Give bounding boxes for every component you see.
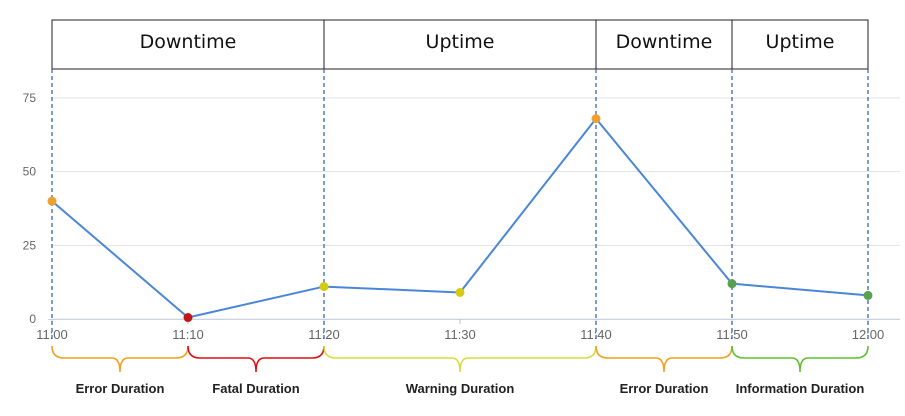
duration-brace xyxy=(51,345,189,373)
data-point xyxy=(591,114,601,124)
y-tick-label: 0 xyxy=(29,312,36,326)
x-tick-label: 11:30 xyxy=(444,327,476,342)
duration-label: Fatal Duration xyxy=(212,381,299,396)
duration-brace xyxy=(595,345,733,373)
series-path xyxy=(51,117,869,319)
x-tick-label: 11:40 xyxy=(580,327,612,342)
duration-brace xyxy=(187,345,325,373)
duration-label: Information Duration xyxy=(736,381,865,396)
data-point xyxy=(319,282,329,292)
header-cell xyxy=(731,19,869,70)
divider-lines xyxy=(51,69,869,341)
duration-brace xyxy=(323,345,597,373)
gridlines xyxy=(52,97,900,320)
x-tick-label: 11:50 xyxy=(716,327,748,342)
header-label: Uptime xyxy=(766,31,835,53)
status-header: Downtime Uptime Downtime Uptime xyxy=(51,19,869,70)
x-tick-label: 11:00 xyxy=(36,327,68,342)
header-label: Downtime xyxy=(140,31,237,53)
data-point xyxy=(183,313,193,323)
y-tick-label: 25 xyxy=(23,238,37,252)
header-cell xyxy=(51,19,325,70)
duration-bands: Error Duration Fatal Duration Warning Dura… xyxy=(51,345,869,396)
duration-brace xyxy=(731,345,869,373)
x-tick-label: 11:20 xyxy=(308,327,340,342)
y-axis: 0 25 50 75 xyxy=(23,91,37,326)
header-label: Downtime xyxy=(616,31,713,53)
series-line xyxy=(51,117,869,319)
duration-label: Warning Duration xyxy=(406,381,515,396)
data-point xyxy=(863,290,873,300)
data-point xyxy=(727,279,737,289)
duration-label: Error Duration xyxy=(76,381,165,396)
x-tick-label: 11:10 xyxy=(172,327,204,342)
header-cell xyxy=(323,19,597,70)
x-tick-label: 12:00 xyxy=(852,327,885,342)
header-cell xyxy=(595,19,733,70)
x-axis: 11:00 11:10 11:20 11:30 11:40 11:50 12:00 xyxy=(36,319,900,342)
data-point xyxy=(47,196,57,206)
y-tick-label: 75 xyxy=(23,91,37,105)
data-points xyxy=(47,114,873,323)
header-label: Uptime xyxy=(426,31,495,53)
data-point xyxy=(455,287,465,297)
y-tick-label: 50 xyxy=(23,165,37,179)
duration-label: Error Duration xyxy=(620,381,709,396)
